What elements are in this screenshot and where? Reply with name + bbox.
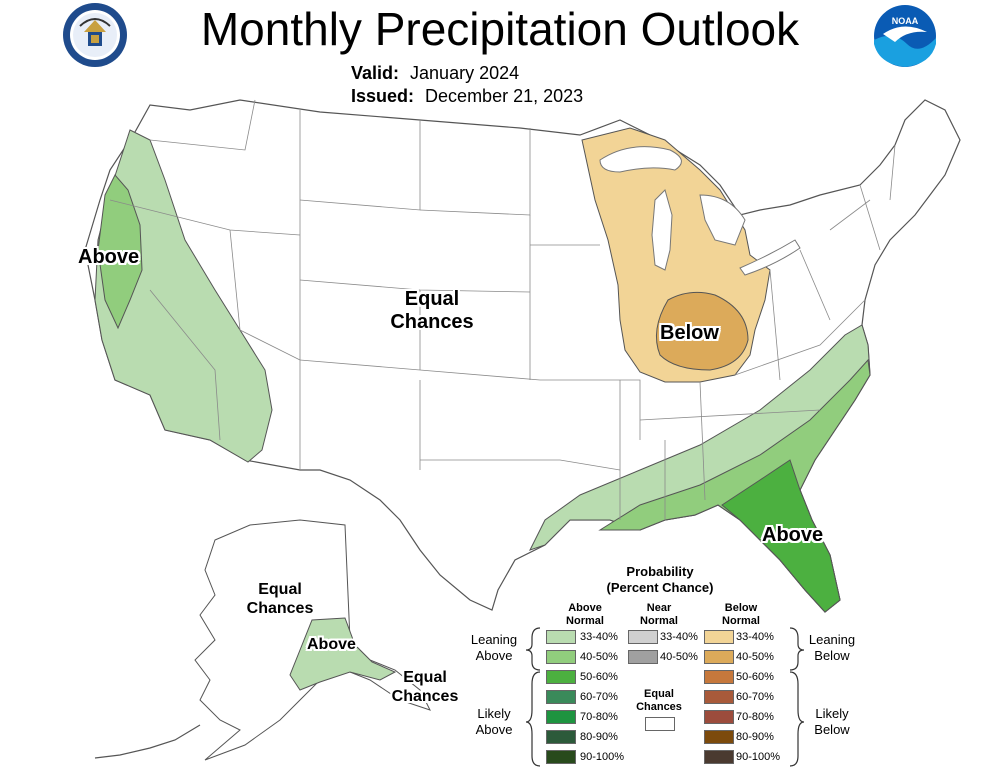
center-equal-chances-label: Equal Chances bbox=[382, 288, 482, 334]
legend-title: Probability (Percent Chance) bbox=[590, 564, 730, 596]
legend-below-label: 60-70% bbox=[736, 691, 774, 703]
alaska-equal-label-line2: Chances bbox=[246, 600, 314, 617]
legend-above-label: 90-100% bbox=[580, 751, 625, 763]
legend-col-below-line2: Normal bbox=[722, 615, 760, 627]
legend-above-swatch bbox=[546, 730, 576, 744]
lake-superior bbox=[599, 146, 682, 173]
legend-likely-above-line2: Above bbox=[475, 722, 513, 737]
legend-above-label: 80-90% bbox=[580, 731, 618, 743]
southeast-above-label: Above bbox=[762, 524, 824, 546]
southeast-above-50-60-region bbox=[721, 459, 841, 613]
legend-near-swatch bbox=[628, 650, 658, 664]
alaska-equal-label-line1: Equal bbox=[258, 581, 302, 598]
legend-likely-below-line1: Likely bbox=[815, 706, 849, 721]
legend-above-swatch bbox=[546, 630, 576, 644]
legend-near-label: 40-50% bbox=[660, 651, 698, 663]
valid-value: January 2024 bbox=[410, 63, 520, 83]
alaska-equal-chances-label: Equal Chances bbox=[240, 580, 320, 618]
legend: Probability (Percent Chance) Above Norma… bbox=[460, 560, 860, 770]
valid-line: Valid: January 2024 bbox=[351, 63, 519, 84]
legend-above-label: 70-80% bbox=[580, 711, 618, 723]
issued-line: Issued: December 21, 2023 bbox=[351, 86, 583, 107]
midwest-below-label: Below bbox=[660, 322, 719, 344]
legend-above-swatch bbox=[546, 750, 576, 764]
legend-col-below: Below Normal bbox=[706, 602, 776, 628]
valid-label: Valid: bbox=[351, 63, 400, 83]
legend-near-label: 33-40% bbox=[660, 631, 698, 643]
legend-col-near-line2: Normal bbox=[640, 615, 678, 627]
legend-above-swatch bbox=[546, 650, 576, 664]
legend-below-swatch bbox=[704, 710, 734, 724]
legend-col-above-line2: Normal bbox=[566, 615, 604, 627]
legend-col-near-line1: Near bbox=[646, 602, 672, 614]
legend-likely-below-line2: Below bbox=[814, 722, 850, 737]
commerce-seal-icon bbox=[63, 3, 127, 67]
legend-below-label: 40-50% bbox=[736, 651, 774, 663]
legend-below-label: 33-40% bbox=[736, 631, 774, 643]
lake-erie bbox=[739, 239, 801, 276]
legend-below-swatch bbox=[704, 730, 734, 744]
legend-col-near: Near Normal bbox=[624, 602, 694, 628]
alaska-aleutians bbox=[94, 724, 201, 759]
center-equal-label-line2: Chances bbox=[390, 311, 474, 333]
legend-likely-above-line1: Likely bbox=[477, 706, 511, 721]
legend-above-label: 60-70% bbox=[580, 691, 618, 703]
legend-below-swatch bbox=[704, 630, 734, 644]
lake-michigan bbox=[651, 189, 673, 271]
issued-label: Issued: bbox=[351, 86, 415, 106]
west-above-40-50-region bbox=[97, 174, 143, 330]
west-above-label: Above bbox=[78, 246, 140, 268]
alaska-above-label: Above bbox=[307, 636, 356, 653]
legend-likely-below: Likely Below bbox=[800, 706, 864, 738]
noaa-logo-text: NOAA bbox=[892, 16, 919, 26]
legend-leaning-below-line2: Below bbox=[814, 648, 850, 663]
legend-col-above-line1: Above bbox=[568, 602, 602, 614]
legend-leaning-below: Leaning Below bbox=[800, 632, 864, 664]
legend-col-below-line1: Below bbox=[724, 602, 758, 614]
legend-col-above: Above Normal bbox=[550, 602, 620, 628]
legend-below-label: 70-80% bbox=[736, 711, 774, 723]
west-above-33-40-region bbox=[94, 129, 273, 463]
legend-likely-above: Likely Above bbox=[462, 706, 526, 738]
legend-title-line2: (Percent Chance) bbox=[606, 580, 714, 595]
legend-equal-line2: Chances bbox=[636, 701, 682, 713]
page-title: Monthly Precipitation Outlook bbox=[200, 3, 800, 55]
legend-brackets bbox=[525, 627, 805, 767]
legend-near-swatch bbox=[628, 630, 658, 644]
state-boundaries bbox=[109, 99, 896, 520]
legend-leaning-above: Leaning Above bbox=[462, 632, 526, 664]
legend-below-swatch bbox=[704, 690, 734, 704]
noaa-logo-icon: NOAA bbox=[874, 5, 936, 67]
legend-above-label: 50-60% bbox=[580, 671, 618, 683]
se-alaska-equal-label-line2: Chances bbox=[391, 688, 459, 705]
center-equal-label-line1: Equal bbox=[404, 288, 460, 310]
legend-above-swatch bbox=[546, 710, 576, 724]
legend-equal-chances: Equal Chances bbox=[630, 688, 688, 714]
legend-leaning-above-line2: Above bbox=[475, 648, 513, 663]
legend-above-swatch bbox=[546, 690, 576, 704]
legend-below-swatch bbox=[704, 650, 734, 664]
se-alaska-equal-chances-label: Equal Chances bbox=[385, 668, 465, 706]
lake-huron bbox=[699, 194, 746, 246]
legend-equal-line1: Equal bbox=[644, 688, 674, 700]
se-alaska-equal-label-line1: Equal bbox=[403, 669, 447, 686]
legend-leaning-below-line1: Leaning bbox=[808, 632, 856, 647]
legend-below-swatch bbox=[704, 670, 734, 684]
legend-below-label: 50-60% bbox=[736, 671, 774, 683]
alaska-above-33-40-region bbox=[289, 617, 397, 691]
legend-above-label: 33-40% bbox=[580, 631, 618, 643]
legend-below-label: 90-100% bbox=[736, 751, 781, 763]
legend-below-label: 80-90% bbox=[736, 731, 774, 743]
legend-leaning-above-line1: Leaning bbox=[470, 632, 518, 647]
legend-above-label: 40-50% bbox=[580, 651, 618, 663]
midwest-below-40-50-region bbox=[655, 291, 749, 371]
legend-title-line1: Probability bbox=[626, 564, 694, 579]
legend-below-swatch bbox=[704, 750, 734, 764]
legend-above-swatch bbox=[546, 670, 576, 684]
legend-equal-chances-swatch bbox=[645, 717, 675, 731]
issued-value: December 21, 2023 bbox=[425, 86, 584, 106]
